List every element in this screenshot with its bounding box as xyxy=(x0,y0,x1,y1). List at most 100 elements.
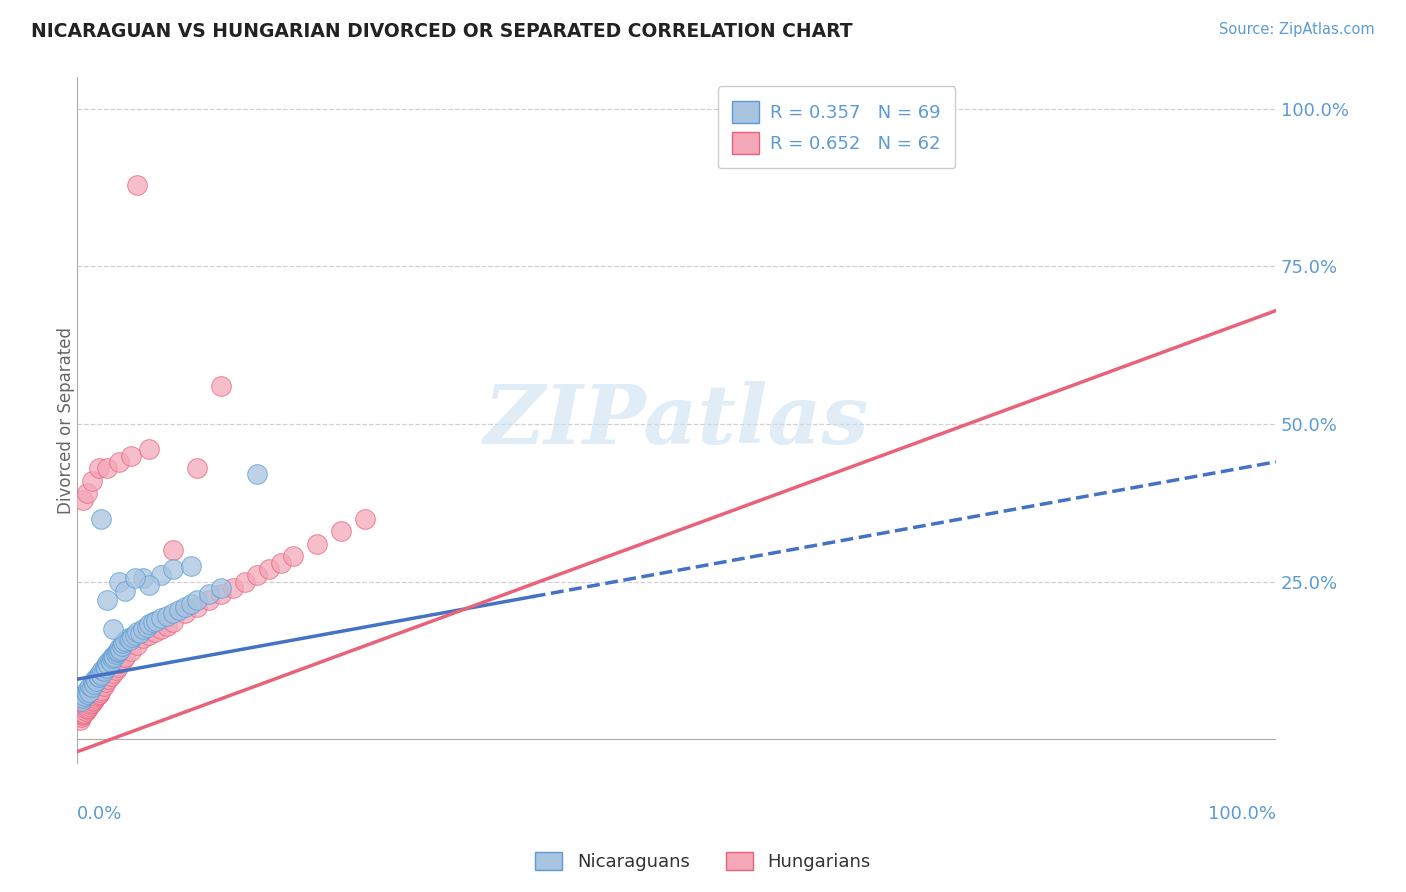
Point xyxy=(77,699,100,714)
Point xyxy=(257,562,280,576)
Point xyxy=(89,685,111,699)
Point xyxy=(270,556,292,570)
Point xyxy=(72,706,94,721)
Point xyxy=(114,584,136,599)
Point xyxy=(198,593,221,607)
Point xyxy=(330,524,353,538)
Legend: Nicaraguans, Hungarians: Nicaraguans, Hungarians xyxy=(529,845,877,879)
Point xyxy=(80,696,103,710)
Point xyxy=(142,615,165,630)
Point xyxy=(86,688,108,702)
Point xyxy=(70,708,93,723)
Point xyxy=(100,655,122,669)
Point xyxy=(104,663,127,677)
Point xyxy=(104,647,127,661)
Point xyxy=(103,622,125,636)
Point xyxy=(83,676,105,690)
Point xyxy=(135,620,157,634)
Point xyxy=(76,702,98,716)
Point xyxy=(167,603,190,617)
Point xyxy=(75,685,97,699)
Point xyxy=(103,665,125,680)
Point xyxy=(107,659,129,673)
Point xyxy=(143,624,166,639)
Point xyxy=(75,704,97,718)
Point xyxy=(138,577,160,591)
Point xyxy=(180,597,202,611)
Point xyxy=(77,700,100,714)
Point xyxy=(117,632,139,646)
Point xyxy=(124,628,146,642)
Point xyxy=(246,568,269,582)
Point xyxy=(89,665,111,680)
Point xyxy=(87,687,110,701)
Point xyxy=(174,606,197,620)
Point xyxy=(150,611,173,625)
Point xyxy=(138,442,160,457)
Point xyxy=(93,664,115,678)
Point xyxy=(174,599,197,614)
Point xyxy=(110,642,132,657)
Point xyxy=(128,626,150,640)
Point xyxy=(162,562,184,576)
Point xyxy=(132,571,155,585)
Point xyxy=(209,379,232,393)
Point xyxy=(105,645,128,659)
Point xyxy=(305,537,328,551)
Point xyxy=(93,679,115,693)
Point xyxy=(162,543,184,558)
Point xyxy=(82,694,104,708)
Point xyxy=(91,663,114,677)
Point xyxy=(107,644,129,658)
Point xyxy=(83,693,105,707)
Point xyxy=(198,587,221,601)
Point xyxy=(156,618,179,632)
Point xyxy=(97,657,120,672)
Point xyxy=(77,681,100,696)
Point xyxy=(145,614,167,628)
Point xyxy=(162,615,184,630)
Point xyxy=(111,639,134,653)
Point xyxy=(162,606,184,620)
Point xyxy=(246,467,269,482)
Point xyxy=(101,651,124,665)
Point xyxy=(124,571,146,585)
Text: NICARAGUAN VS HUNGARIAN DIVORCED OR SEPARATED CORRELATION CHART: NICARAGUAN VS HUNGARIAN DIVORCED OR SEPA… xyxy=(31,22,852,41)
Point xyxy=(73,690,96,704)
Point xyxy=(121,630,143,644)
Point xyxy=(96,657,118,671)
Text: Source: ZipAtlas.com: Source: ZipAtlas.com xyxy=(1219,22,1375,37)
Point xyxy=(86,690,108,704)
Y-axis label: Divorced or Separated: Divorced or Separated xyxy=(58,327,75,515)
Point xyxy=(110,657,132,671)
Point xyxy=(90,511,112,525)
Point xyxy=(96,593,118,607)
Point xyxy=(84,691,107,706)
Point xyxy=(108,455,131,469)
Point xyxy=(79,698,101,712)
Point xyxy=(186,599,208,614)
Point xyxy=(86,669,108,683)
Text: 0.0%: 0.0% xyxy=(77,805,122,823)
Point xyxy=(114,650,136,665)
Point xyxy=(138,628,160,642)
Point xyxy=(127,638,149,652)
Point xyxy=(90,682,112,697)
Point xyxy=(156,609,179,624)
Point xyxy=(108,640,131,655)
Point xyxy=(114,634,136,648)
Point xyxy=(108,574,131,589)
Point xyxy=(103,650,125,665)
Point xyxy=(100,669,122,683)
Point xyxy=(94,659,117,673)
Point xyxy=(80,681,103,695)
Point xyxy=(120,644,142,658)
Point xyxy=(222,581,245,595)
Point xyxy=(186,593,208,607)
Point xyxy=(138,617,160,632)
Point xyxy=(86,674,108,689)
Point xyxy=(209,581,232,595)
Point xyxy=(281,549,304,564)
Text: ZIPatlas: ZIPatlas xyxy=(484,381,869,461)
Point xyxy=(127,624,149,639)
